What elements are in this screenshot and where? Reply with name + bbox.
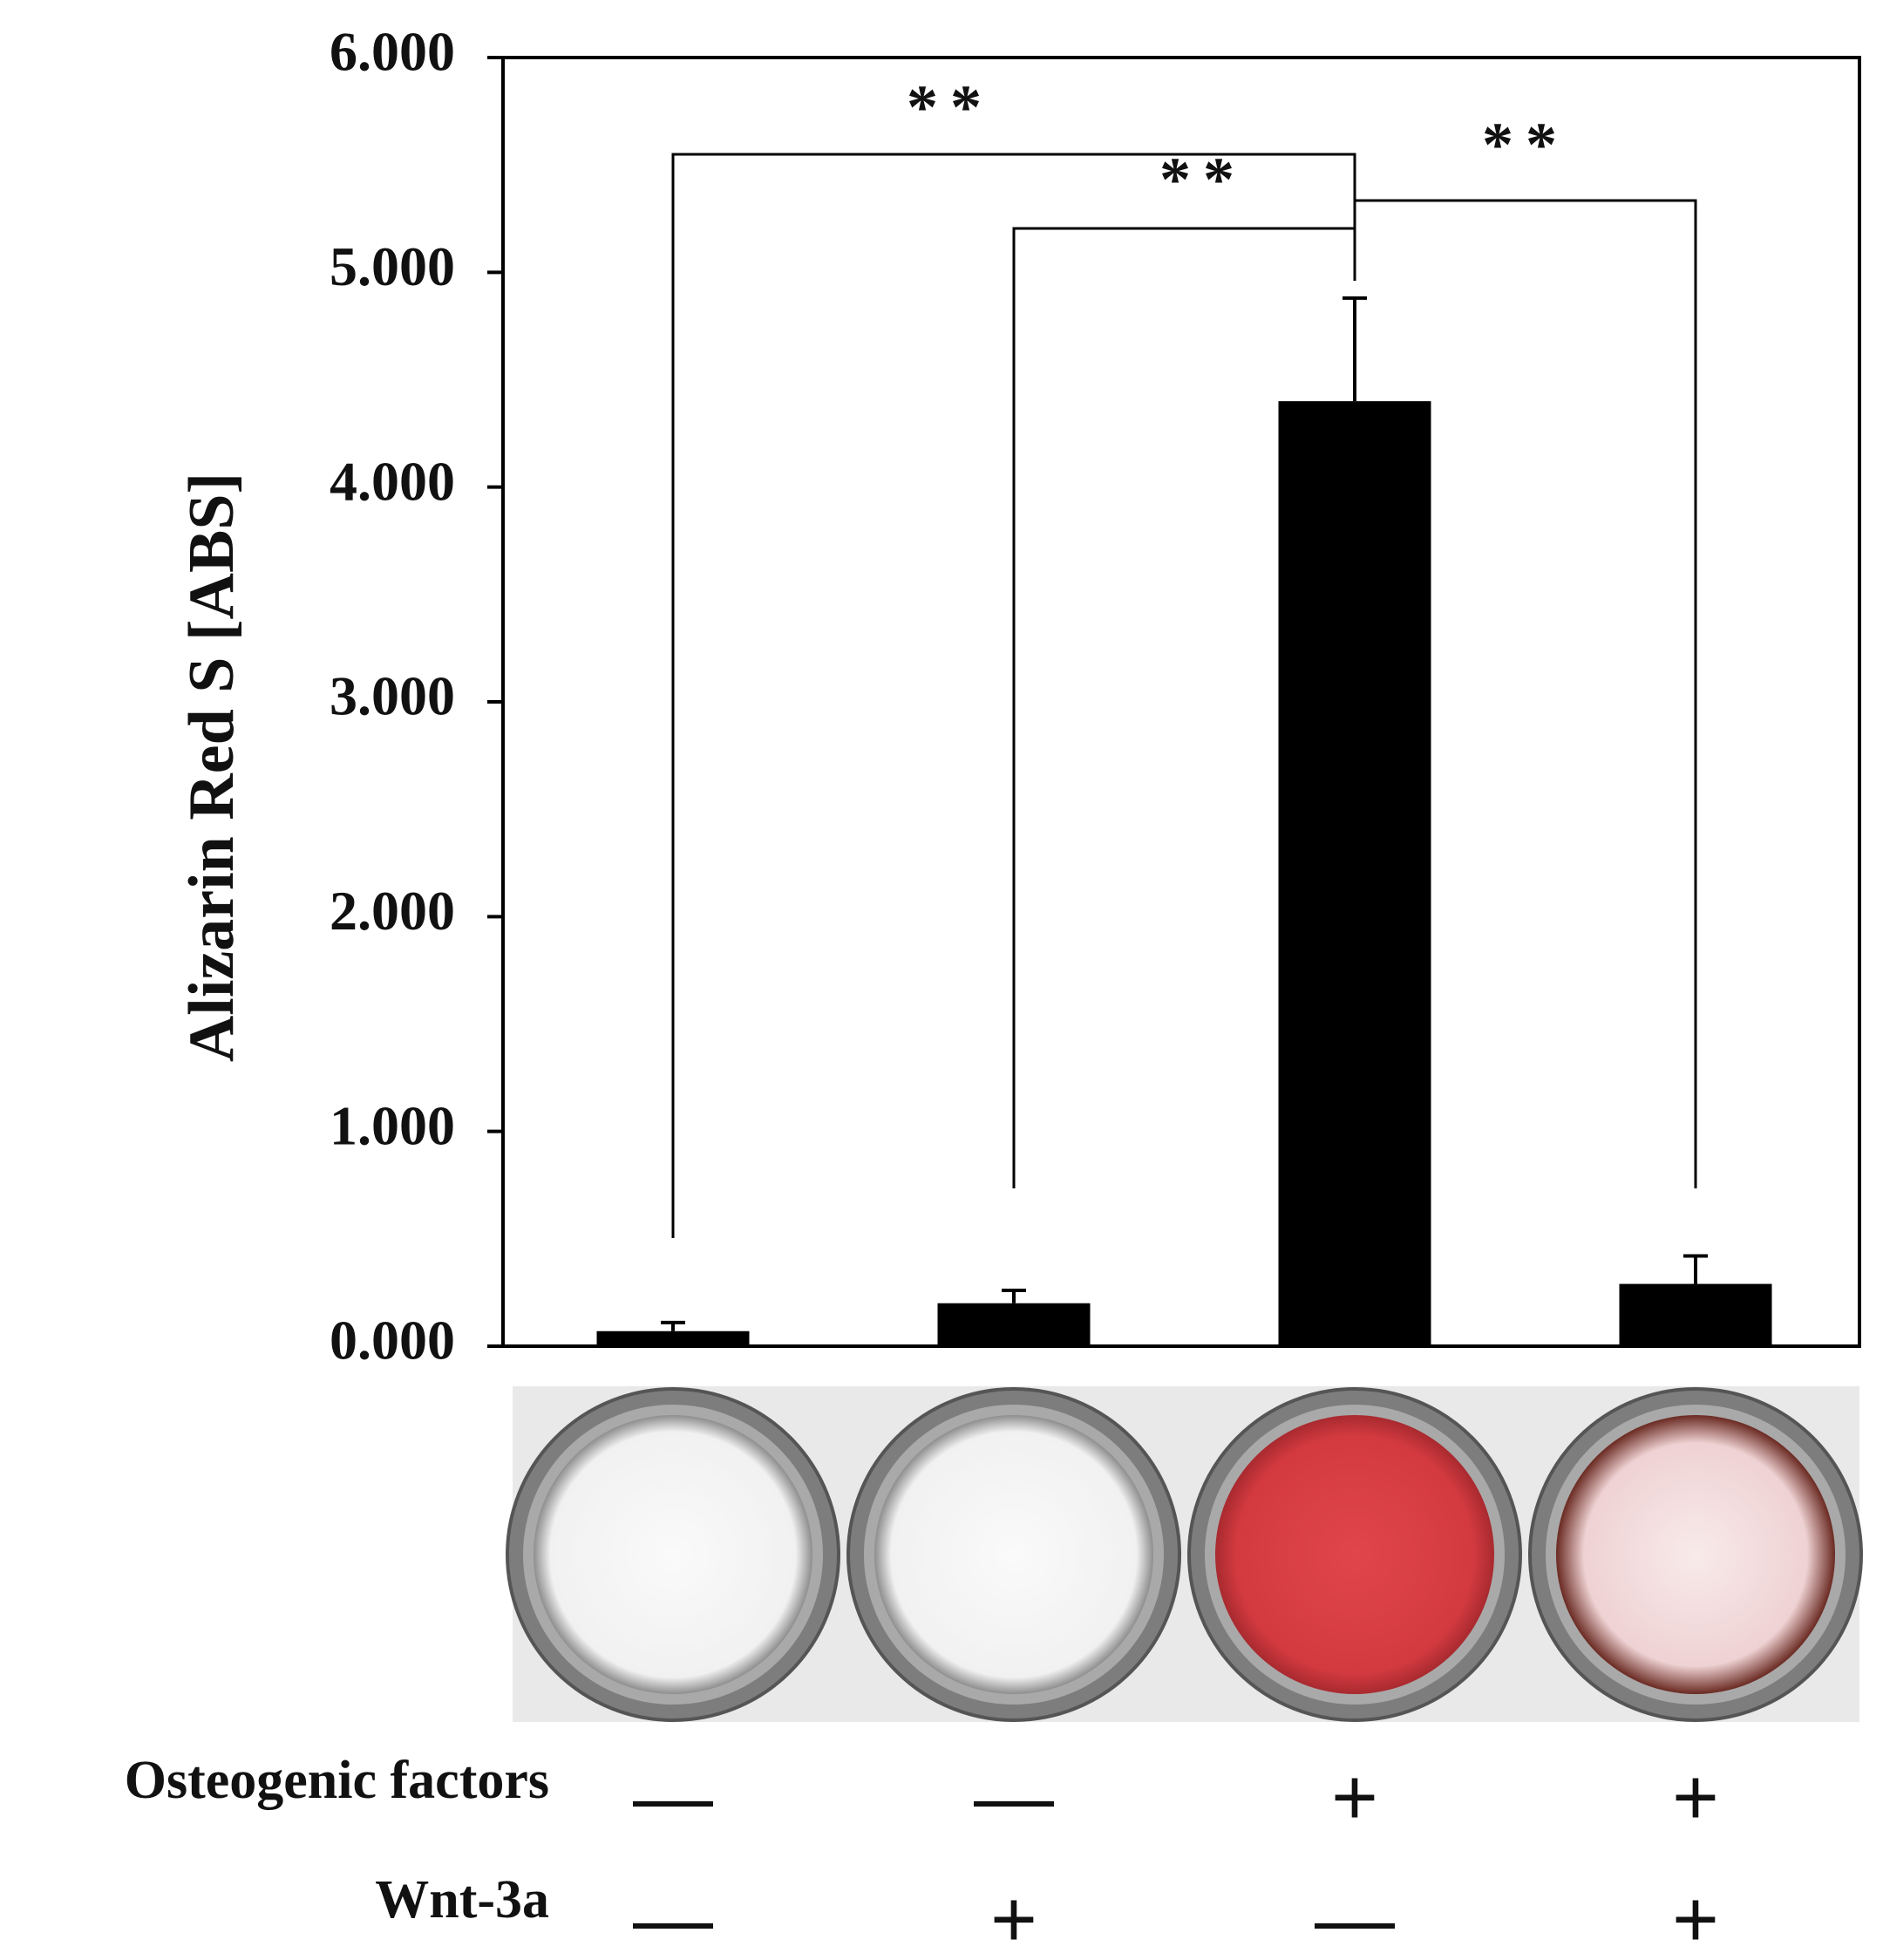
plus-sign: + bbox=[990, 1875, 1037, 1960]
minus-sign: — bbox=[633, 1752, 713, 1841]
plus-sign: + bbox=[1331, 1752, 1378, 1841]
y-tick-label: 3.000 bbox=[330, 665, 455, 727]
significance-label: ** bbox=[1482, 110, 1569, 180]
bars bbox=[596, 296, 1772, 1347]
well-content bbox=[1215, 1415, 1494, 1694]
condition-table: Osteogenic factors — — + + Wnt-3a — + — + bbox=[125, 1751, 1719, 1960]
condition-label: Osteogenic factors bbox=[125, 1751, 549, 1810]
bar bbox=[596, 1330, 750, 1346]
well-content bbox=[874, 1415, 1153, 1694]
significance-brackets: ** ** ** bbox=[671, 72, 1697, 1238]
y-tick-label: 4.000 bbox=[330, 450, 455, 512]
well-plate-photo bbox=[506, 1386, 1863, 1722]
y-tick-label: 5.000 bbox=[330, 235, 455, 297]
bar bbox=[937, 1303, 1091, 1346]
y-axis-title: Alizarin Red S [ABS] bbox=[176, 473, 248, 1062]
wells bbox=[506, 1387, 1863, 1722]
well-content bbox=[1556, 1415, 1835, 1694]
well-content bbox=[534, 1415, 812, 1694]
bar bbox=[1278, 401, 1431, 1347]
minus-sign: — bbox=[1315, 1875, 1395, 1960]
condition-label: Wnt-3a bbox=[375, 1870, 549, 1929]
plot-frame bbox=[501, 56, 1861, 1348]
y-axis-ticks: 0.000 1.000 2.000 3.000 4.000 5.000 6.000 bbox=[330, 21, 503, 1371]
minus-sign: — bbox=[974, 1752, 1054, 1841]
significance-bracket bbox=[1353, 199, 1697, 1188]
y-tick-label: 1.000 bbox=[330, 1094, 455, 1156]
plus-sign: + bbox=[1672, 1875, 1719, 1960]
bar bbox=[1619, 1283, 1772, 1346]
y-tick-label: 0.000 bbox=[330, 1310, 455, 1371]
y-tick-label: 2.000 bbox=[330, 880, 455, 942]
minus-sign: — bbox=[633, 1875, 713, 1960]
plus-sign: + bbox=[1672, 1752, 1719, 1841]
significance-label: ** bbox=[1159, 145, 1247, 214]
y-tick-label: 6.000 bbox=[330, 21, 455, 83]
significance-label: ** bbox=[907, 72, 994, 142]
